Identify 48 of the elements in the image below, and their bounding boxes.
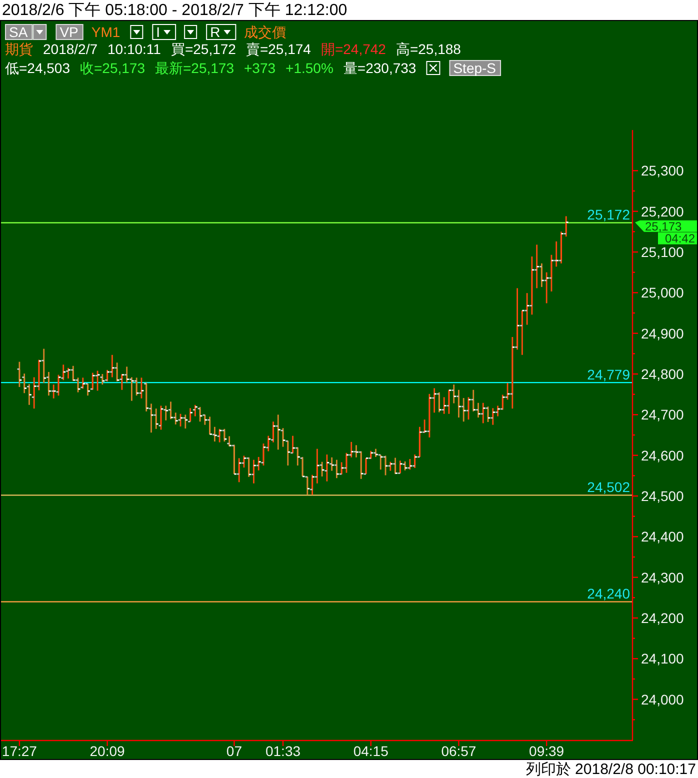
- y-tick-label: 24,300: [641, 569, 684, 586]
- x-tick-label: 17:27: [2, 743, 38, 759]
- y-tick-label: 24,400: [641, 528, 684, 545]
- ref-line-label: 24,240: [587, 586, 630, 602]
- text: VP: [60, 24, 78, 40]
- text: I: [156, 24, 160, 40]
- text: 最新=25,173: [155, 60, 234, 76]
- text: 賣=25,174: [246, 41, 312, 57]
- text: 列印於 2018/2/8 00:10:17: [526, 761, 696, 778]
- x-tick-label: 20:09: [90, 743, 126, 759]
- y-tick-label: 24,500: [641, 488, 684, 504]
- text: 10:10:11: [108, 41, 162, 57]
- y-tick-label: 25,200: [641, 203, 684, 220]
- x-tick-label: 06:57: [441, 743, 476, 759]
- text: 量=230,733: [343, 60, 416, 76]
- y-tick-label: 24,800: [641, 366, 684, 382]
- y-tick-label: 24,200: [641, 610, 684, 626]
- text: 買=25,172: [170, 41, 236, 57]
- text: YM1: [91, 24, 120, 40]
- y-tick-label: 24,900: [641, 325, 684, 342]
- y-tick-label: 25,100: [641, 244, 684, 260]
- timer-box: 04:42: [658, 231, 697, 246]
- x-tick-label: 01:33: [265, 743, 301, 759]
- ref-line-label: 24,502: [587, 479, 630, 496]
- text: Step-S: [453, 60, 496, 76]
- y-tick-label: 24,000: [641, 691, 684, 708]
- x-tick-label: 07: [226, 743, 242, 759]
- chart-title: 2018/2/6 下午 05:18:00 - 2018/2/7 下午 12:12:00: [2, 2, 348, 19]
- text: 收=25,173: [80, 60, 146, 76]
- ref-line-label: 25,172: [587, 206, 630, 223]
- text: 開=24,742: [320, 41, 386, 57]
- text: SA: [9, 24, 28, 40]
- text: +373: [244, 60, 276, 76]
- text: +1.50%: [286, 60, 334, 76]
- text: 2018/2/7: [43, 41, 98, 57]
- text: 低=24,503: [5, 60, 70, 76]
- y-tick-label: 25,000: [641, 284, 684, 301]
- text: 高=25,188: [396, 41, 462, 57]
- y-tick-label: 24,100: [641, 650, 684, 667]
- ref-line-label: 24,779: [587, 366, 630, 383]
- y-tick-label: 25,300: [641, 162, 684, 179]
- x-tick-label: 04:15: [353, 743, 389, 759]
- text: 期貨: [5, 41, 33, 57]
- y-tick-label: 24,700: [641, 406, 684, 423]
- y-tick-label: 24,600: [641, 447, 684, 464]
- text: 成交價: [244, 24, 286, 40]
- x-tick-label: 09:39: [529, 743, 564, 759]
- text: R: [210, 24, 220, 40]
